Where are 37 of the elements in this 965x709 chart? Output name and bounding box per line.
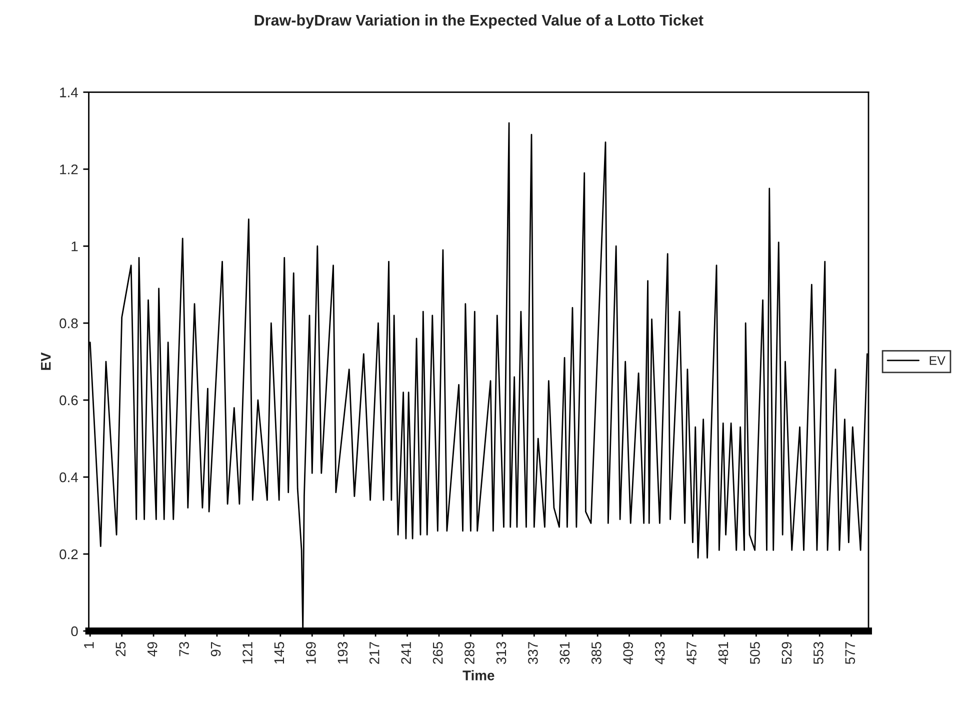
x-tick-label: 25 <box>116 642 126 656</box>
x-tick-label: 1 <box>84 642 94 648</box>
y-tick-label: 0.8 <box>60 318 78 328</box>
y-tick-label: 0.6 <box>60 395 78 406</box>
x-tick-label: 193 <box>338 642 348 664</box>
y-tick-label: 1.4 <box>60 88 78 98</box>
x-tick-label: 457 <box>686 642 696 664</box>
x-tick-label: 337 <box>528 642 538 664</box>
y-tick-label: 1.2 <box>60 164 78 174</box>
x-axis-title: Time <box>462 670 494 680</box>
x-tick-label: 121 <box>242 642 252 664</box>
x-tick-label: 361 <box>560 642 570 664</box>
x-tick-label: 553 <box>813 642 824 664</box>
legend-label: EV <box>930 356 946 365</box>
x-tick-label: 433 <box>654 642 665 664</box>
x-tick-label: 169 <box>306 642 316 664</box>
x-tick-label: 409 <box>623 642 634 664</box>
y-tick-label: 0.4 <box>60 472 78 482</box>
x-tick-label: 505 <box>750 642 760 664</box>
y-axis-title: EV <box>41 352 51 370</box>
y-tick-label: 0.2 <box>60 549 78 560</box>
x-tick-label: 313 <box>496 642 506 664</box>
y-tick-label: 1 <box>72 242 78 252</box>
x-tick-label: 241 <box>401 642 411 664</box>
x-tick-label: 481 <box>718 642 728 664</box>
x-tick-label: 265 <box>432 642 443 664</box>
y-tick-label: 0 <box>71 626 78 636</box>
x-tick-label: 145 <box>274 642 284 664</box>
chart-title: Draw-byDraw Variation in the Expected Value of a Lotto Ticket <box>254 14 704 29</box>
x-tick-label: 385 <box>591 642 602 664</box>
x-tick-label: 49 <box>147 642 158 657</box>
x-tick-label: 289 <box>464 642 474 664</box>
x-tick-label: 529 <box>782 642 792 664</box>
x-tick-label: 73 <box>179 642 189 656</box>
x-tick-label: 97 <box>210 642 221 656</box>
x-tick-label: 577 <box>845 642 856 664</box>
x-tick-label: 217 <box>369 642 380 664</box>
